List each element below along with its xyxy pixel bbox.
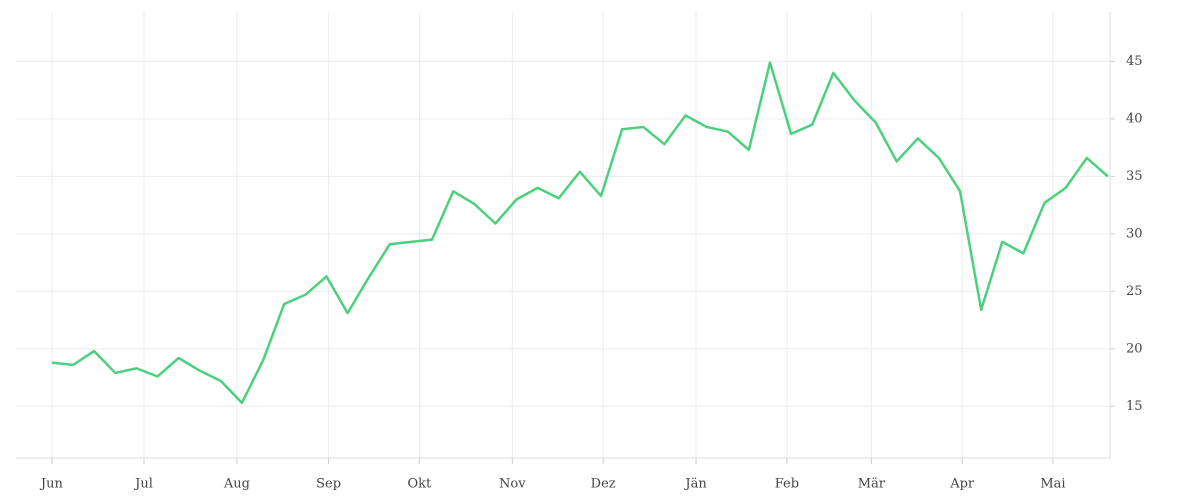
y-tick-label: 45 bbox=[1126, 54, 1143, 69]
y-tick-label: 20 bbox=[1126, 341, 1143, 356]
x-tick-label: Mai bbox=[1040, 477, 1065, 492]
x-tick-label: Aug bbox=[223, 477, 250, 492]
y-tick-label: 25 bbox=[1126, 284, 1143, 299]
x-tick-label: Dez bbox=[591, 477, 616, 492]
x-tick-label: Sep bbox=[316, 477, 341, 492]
x-tick-label: Okt bbox=[408, 477, 433, 492]
y-tick-label: 30 bbox=[1126, 226, 1143, 241]
x-tick-label: Jun bbox=[39, 477, 64, 492]
line bbox=[51, 61, 1109, 405]
x-tick-label: Apr bbox=[949, 477, 975, 492]
x-tick-label: Mär bbox=[858, 477, 886, 492]
x-tick-label: Nov bbox=[499, 477, 526, 492]
x-tick-label: Jän bbox=[683, 477, 707, 492]
y-tick-label: 15 bbox=[1126, 399, 1143, 414]
y-tick-label: 40 bbox=[1126, 111, 1143, 126]
y-tick-label: 35 bbox=[1126, 169, 1143, 184]
x-tick-label: Jul bbox=[133, 477, 153, 492]
x-tick-label: Feb bbox=[775, 477, 799, 492]
